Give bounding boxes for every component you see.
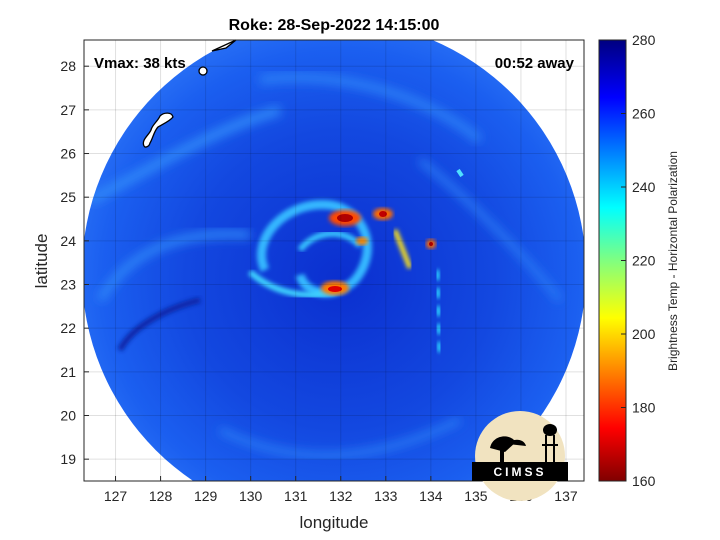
x-tick-label: 134 (419, 488, 443, 504)
x-tick-label: 135 (464, 488, 488, 504)
colorbar-tick-label: 180 (632, 400, 656, 416)
y-tick-label: 20 (60, 408, 76, 424)
y-tick-label: 21 (60, 364, 76, 380)
colorbar: 160 180 200 220 240 260 280 Brightness Temp - … (598, 32, 680, 489)
colorbar-label: Brightness Temp - Horizontal Polarizatio… (666, 151, 680, 371)
colorbar-tick-label: 200 (632, 326, 656, 342)
x-axis-label: longitude (299, 513, 368, 532)
x-tick-label: 137 (554, 488, 578, 504)
x-tick-label: 129 (194, 488, 218, 504)
x-tick-label: 133 (374, 488, 398, 504)
x-tick-label: 131 (284, 488, 308, 504)
colorbar-ticks: 160 180 200 220 240 260 280 (621, 32, 656, 489)
logo-text: CIMSS (493, 465, 546, 479)
y-tick-label: 27 (60, 102, 76, 118)
colorbar-tick-label: 280 (632, 32, 656, 48)
axes-box (83, 39, 585, 482)
x-tick-label: 127 (104, 488, 128, 504)
colorbar-tick-label: 240 (632, 179, 656, 195)
y-axis-label: latitude (32, 234, 51, 289)
water-tower-icon (542, 424, 558, 462)
time-away-annotation: 00:52 away (495, 55, 575, 72)
colorbar-tick-label: 260 (632, 106, 656, 122)
plot-title: Roke: 28-Sep-2022 14:15:00 (229, 17, 440, 34)
x-tick-label: 130 (239, 488, 263, 504)
grid (84, 40, 584, 481)
y-tick-label: 24 (60, 233, 76, 249)
satellite-dish-icon (490, 436, 526, 462)
vmax-annotation: Vmax: 38 kts (94, 55, 186, 72)
cimss-logo: CIMSS (472, 411, 568, 501)
y-axis-ticks: 19 20 21 22 23 24 25 26 27 28 (60, 58, 89, 467)
x-tick-label: 128 (149, 488, 173, 504)
y-tick-label: 19 (60, 451, 76, 467)
coastlines (142, 39, 237, 148)
y-tick-label: 22 (60, 320, 76, 336)
colorbar-tick-label: 220 (632, 253, 656, 269)
y-tick-label: 28 (60, 58, 76, 74)
y-tick-label: 23 (60, 277, 76, 293)
x-tick-label: 132 (329, 488, 353, 504)
y-tick-label: 26 (60, 146, 76, 162)
colorbar-tick-label: 160 (632, 473, 656, 489)
y-tick-label: 25 (60, 189, 76, 205)
